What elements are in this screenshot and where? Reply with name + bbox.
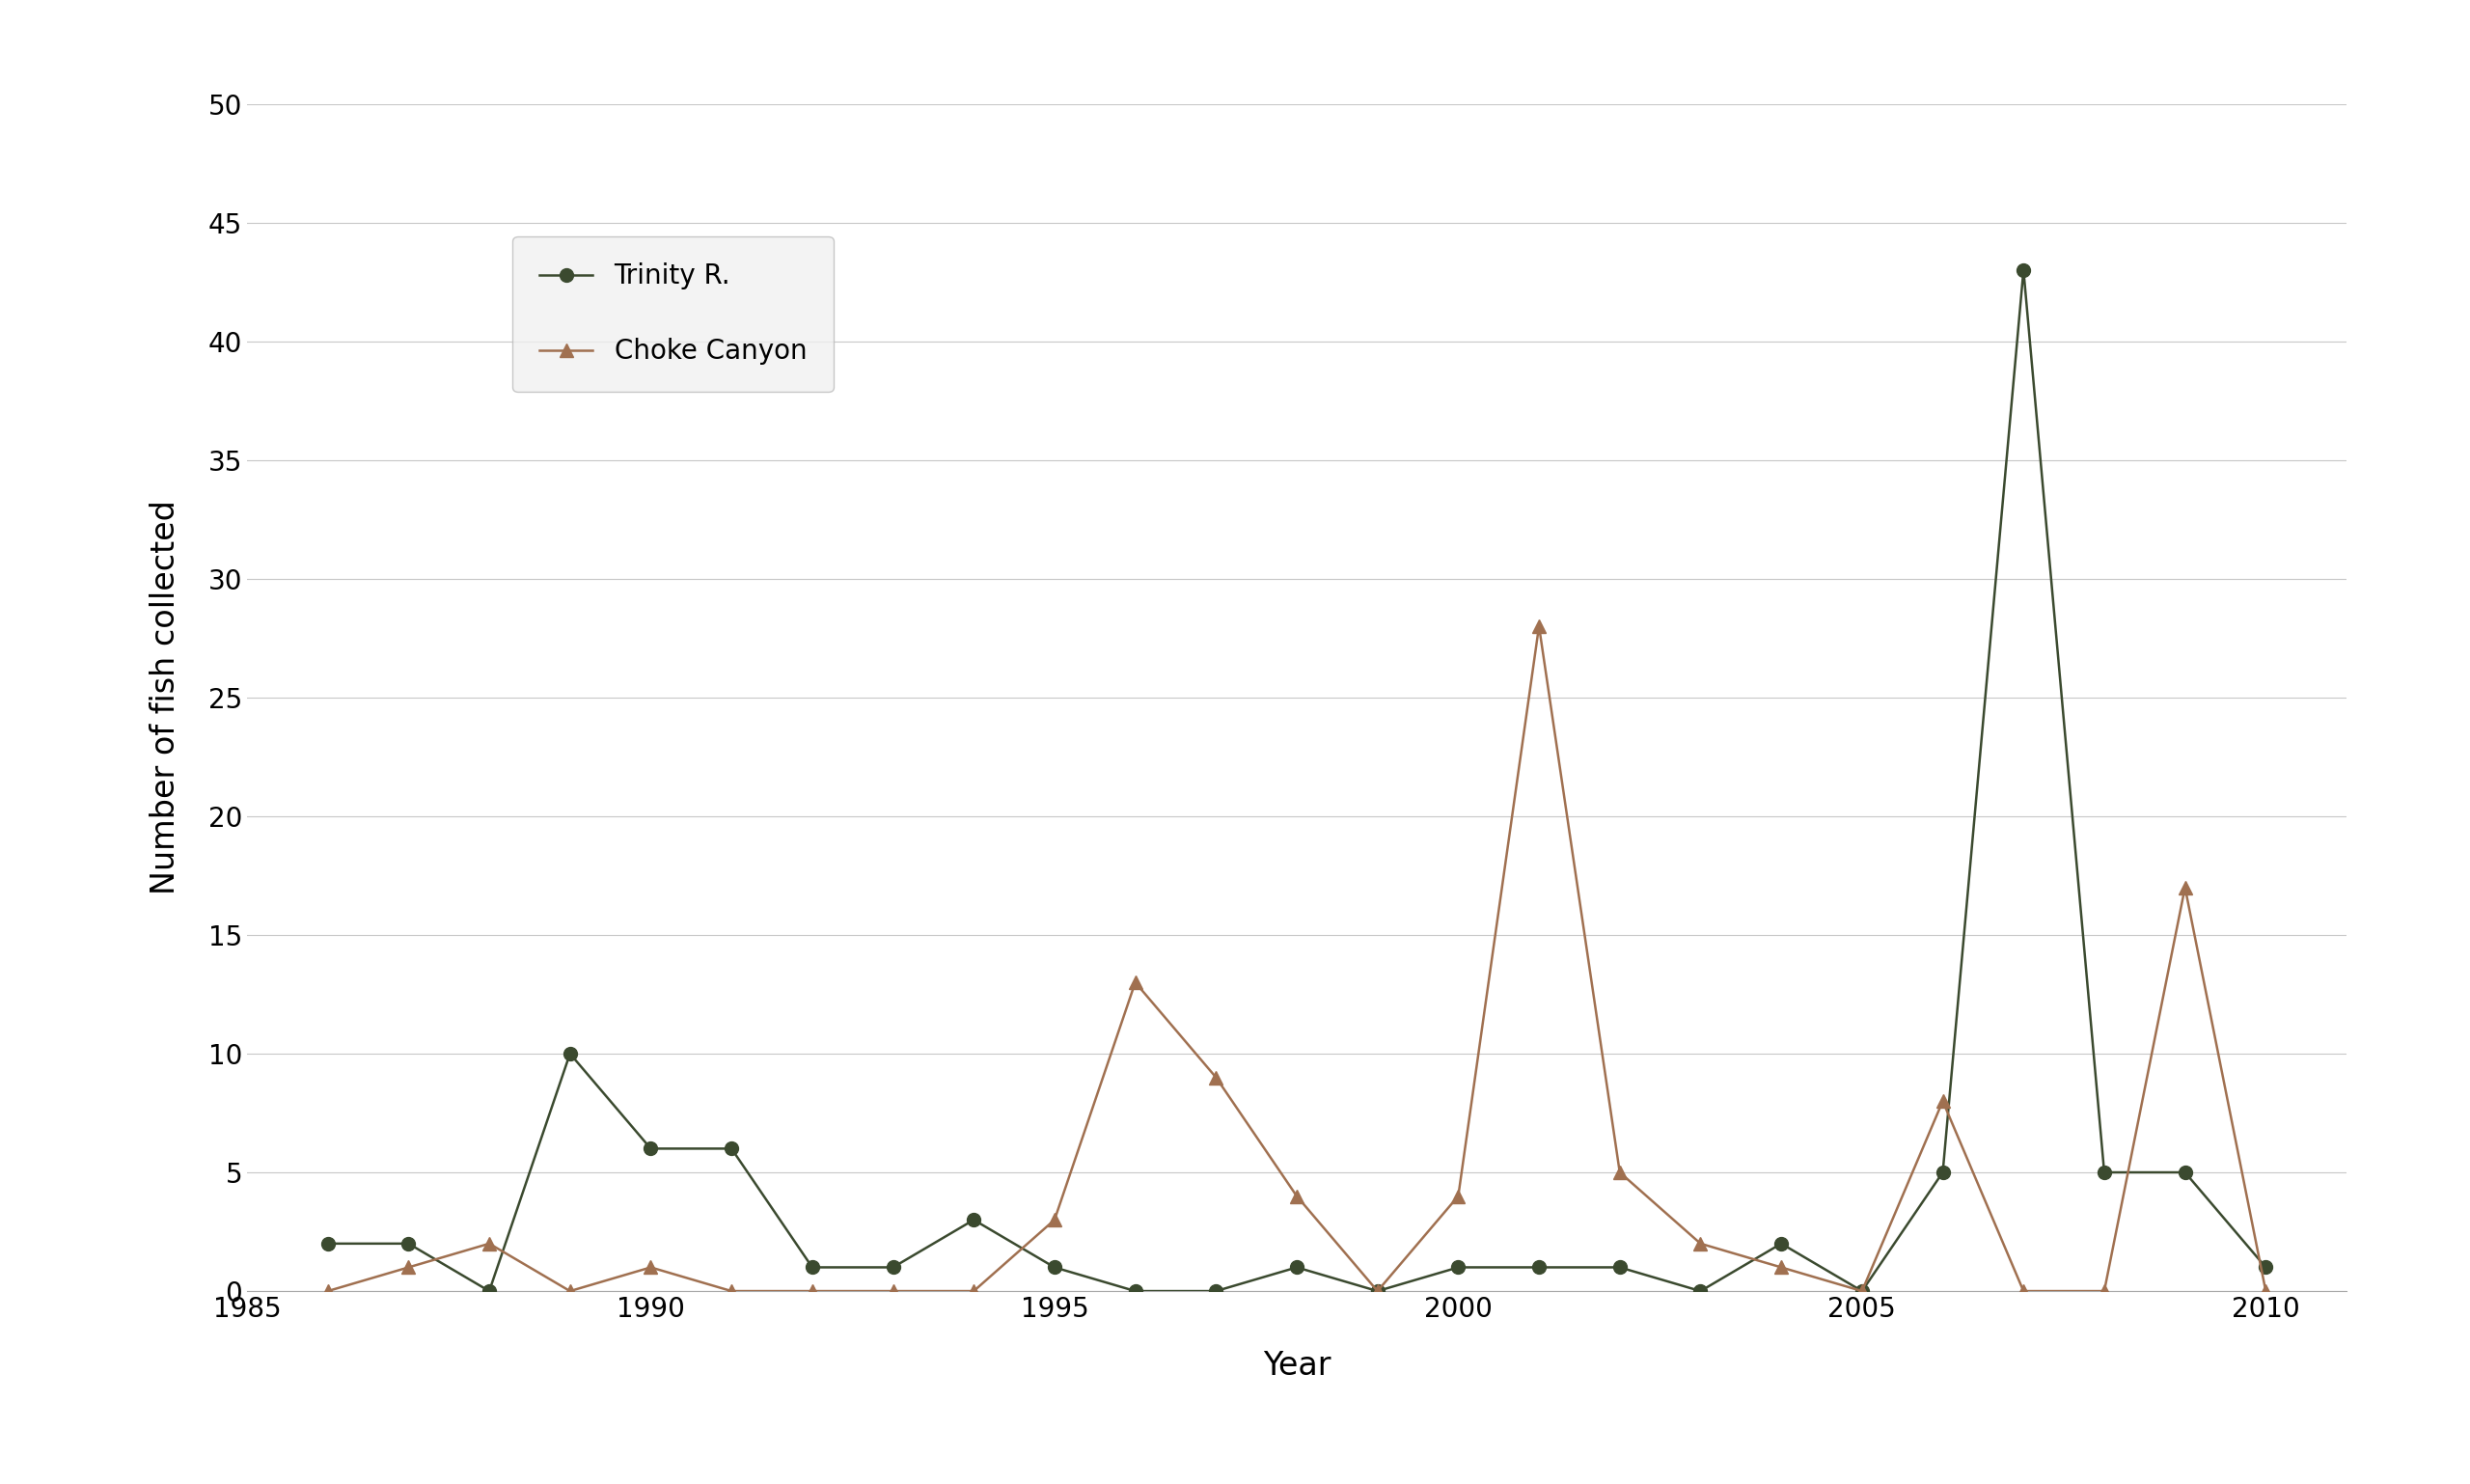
Trinity R. (2250, 1258, 2280, 1276)
Trinity R. (1766, 1235, 1796, 1252)
Y-axis label: Number of fish collected: Number of fish collected (148, 500, 180, 895)
Choke Canyon (2171, 879, 2201, 896)
Choke Canyon (1606, 1163, 1635, 1181)
Trinity R. (958, 1211, 988, 1229)
Trinity R. (635, 1140, 664, 1158)
Trinity R. (393, 1235, 422, 1252)
Trinity R. (1929, 1163, 1959, 1181)
Choke Canyon (1685, 1235, 1714, 1252)
Trinity R. (2008, 261, 2038, 279)
Trinity R. (1121, 1282, 1151, 1300)
Choke Canyon (1848, 1282, 1877, 1300)
Choke Canyon (556, 1282, 585, 1300)
Choke Canyon (474, 1235, 504, 1252)
Choke Canyon (635, 1258, 664, 1276)
Line: Choke Canyon: Choke Canyon (321, 619, 2272, 1298)
Trinity R. (2171, 1163, 2201, 1181)
Trinity R. (314, 1235, 343, 1252)
Choke Canyon (1121, 974, 1151, 991)
Trinity R. (474, 1282, 504, 1300)
Trinity R. (798, 1258, 827, 1276)
Choke Canyon (2090, 1282, 2119, 1300)
Choke Canyon (393, 1258, 422, 1276)
Trinity R. (1363, 1282, 1393, 1300)
Trinity R. (1200, 1282, 1230, 1300)
X-axis label: Year: Year (1262, 1349, 1331, 1382)
Choke Canyon (1929, 1092, 1959, 1110)
Choke Canyon (314, 1282, 343, 1300)
Choke Canyon (716, 1282, 746, 1300)
Choke Canyon (1363, 1282, 1393, 1300)
Choke Canyon (1282, 1187, 1312, 1205)
Choke Canyon (1040, 1211, 1070, 1229)
Choke Canyon (1766, 1258, 1796, 1276)
Choke Canyon (958, 1282, 988, 1300)
Trinity R. (1442, 1258, 1472, 1276)
Choke Canyon (2008, 1282, 2038, 1300)
Choke Canyon (1442, 1187, 1472, 1205)
Line: Trinity R.: Trinity R. (321, 263, 2272, 1298)
Trinity R. (556, 1045, 585, 1063)
Trinity R. (879, 1258, 909, 1276)
Trinity R. (1040, 1258, 1070, 1276)
Trinity R. (716, 1140, 746, 1158)
Trinity R. (1606, 1258, 1635, 1276)
Choke Canyon (2250, 1282, 2280, 1300)
Trinity R. (1282, 1258, 1312, 1276)
Trinity R. (1685, 1282, 1714, 1300)
Choke Canyon (798, 1282, 827, 1300)
Trinity R. (2090, 1163, 2119, 1181)
Trinity R. (1848, 1282, 1877, 1300)
Choke Canyon (1524, 617, 1554, 635)
Choke Canyon (879, 1282, 909, 1300)
Legend: Trinity R., Choke Canyon: Trinity R., Choke Canyon (511, 236, 832, 392)
Choke Canyon (1200, 1068, 1230, 1086)
Trinity R. (1524, 1258, 1554, 1276)
